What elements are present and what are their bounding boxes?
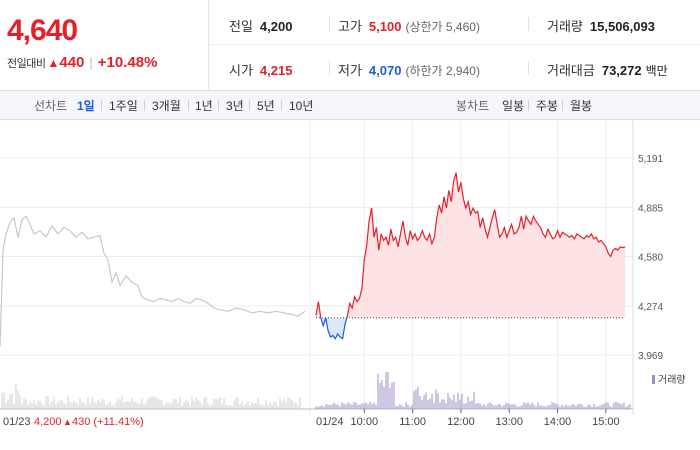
volume-legend: 거래량 bbox=[658, 374, 686, 386]
y-tick-label: 4,885 bbox=[638, 203, 663, 214]
divider bbox=[528, 17, 529, 31]
prev-day-date: 01/23 bbox=[3, 416, 31, 428]
today-date: 01/24 bbox=[316, 416, 344, 428]
candle-chart-label: 봉차트 bbox=[456, 99, 490, 113]
divider bbox=[528, 100, 529, 111]
volume-label: 거래량 bbox=[547, 19, 583, 34]
y-tick-label: 3,969 bbox=[638, 351, 663, 362]
tab-1w[interactable]: 1주일 bbox=[109, 99, 138, 113]
y-tick-label: 5,191 bbox=[638, 154, 663, 165]
x-tick-label: 15:00 bbox=[592, 416, 620, 428]
change-percent: +10.48% bbox=[97, 54, 158, 71]
divider bbox=[249, 100, 250, 111]
divider bbox=[188, 100, 189, 111]
low-value: 4,070 bbox=[368, 63, 402, 78]
line-chart-label: 선차트 bbox=[34, 99, 68, 113]
divider bbox=[329, 61, 330, 75]
low-label: 저가 bbox=[338, 63, 362, 78]
tab-10y[interactable]: 10년 bbox=[289, 99, 314, 113]
x-tick-label: 14:00 bbox=[544, 416, 572, 428]
tab-5y[interactable]: 5년 bbox=[257, 99, 275, 113]
amount-value: 73,272 bbox=[601, 63, 642, 78]
amount-unit: 백만 bbox=[645, 64, 668, 78]
prev-day-line bbox=[0, 215, 306, 347]
prev-day-change: 430 (+11.41%) bbox=[72, 416, 144, 428]
divider bbox=[144, 100, 145, 111]
current-price: 4,640 bbox=[7, 14, 78, 47]
prev-close-value: 4,200 bbox=[259, 19, 293, 34]
divider bbox=[562, 100, 563, 111]
divider: | bbox=[89, 55, 93, 70]
divider bbox=[528, 61, 529, 75]
x-tick-label: 13:00 bbox=[495, 416, 523, 428]
tab-monthly[interactable]: 월봉 bbox=[570, 99, 593, 113]
amount-label: 거래대금 bbox=[547, 63, 595, 78]
tab-3m[interactable]: 3개월 bbox=[152, 99, 181, 113]
prev-close-label: 전일 bbox=[229, 19, 253, 34]
tab-weekly[interactable]: 주봉 bbox=[536, 99, 559, 113]
y-tick-label: 4,580 bbox=[638, 253, 663, 264]
up-arrow-icon: ▲ bbox=[47, 56, 60, 70]
trade-amount: 거래대금 73,272 백만 bbox=[547, 60, 668, 79]
x-tick-label: 11:00 bbox=[399, 416, 426, 428]
day-high: 고가 5,100 (상한가 5,460) bbox=[338, 16, 480, 35]
lower-limit: (하한가 2,940) bbox=[405, 64, 480, 78]
price-box: 4,640 전일대비 ▲440 | +10.48% bbox=[0, 0, 209, 90]
volume-layer bbox=[0, 372, 633, 410]
high-label: 고가 bbox=[338, 19, 362, 34]
today-line-up bbox=[315, 172, 626, 318]
y-axis: 5,191 4,885 4,580 4,274 3,969 bbox=[638, 154, 663, 362]
prev-day-layer bbox=[0, 215, 306, 347]
x-tick-label: 10:00 bbox=[351, 416, 379, 428]
quote-summary: 4,640 전일대비 ▲440 | +10.48% 전일 4,200 고가 5,100 (상… bbox=[0, 0, 700, 91]
tab-1y[interactable]: 1년 bbox=[195, 99, 213, 113]
today-layer bbox=[315, 172, 626, 340]
tab-3y[interactable]: 3년 bbox=[226, 99, 244, 113]
y-tick-label: 4,274 bbox=[638, 302, 663, 313]
open-label: 시가 bbox=[229, 63, 253, 78]
divider bbox=[218, 100, 219, 111]
price-chart: 5,191 4,885 4,580 4,274 3,969 10:00 11:00 12:0… bbox=[0, 120, 686, 428]
change-label: 전일대비 bbox=[7, 58, 46, 70]
chart-tabs: 선차트 1일 1주일 3개월 1년 3년 5년 10년 봉차트 일봉 주봉 월봉 bbox=[0, 91, 700, 120]
up-arrow-icon: ▲ bbox=[63, 417, 72, 427]
change-value: 440 bbox=[59, 54, 85, 71]
volume-legend-swatch bbox=[652, 375, 655, 384]
volume: 거래량 15,506,093 bbox=[547, 16, 655, 35]
volume-value: 15,506,093 bbox=[589, 19, 655, 34]
divider bbox=[281, 100, 282, 111]
x-tick-label: 12:00 bbox=[447, 416, 475, 428]
divider bbox=[329, 17, 330, 31]
open-value: 4,215 bbox=[259, 63, 293, 78]
divider bbox=[101, 100, 102, 111]
open-price: 시가 4,215 bbox=[229, 60, 292, 79]
x-axis: 10:00 11:00 12:00 13:00 14:00 15:00 bbox=[351, 409, 620, 428]
tab-1d[interactable]: 1일 bbox=[77, 99, 95, 113]
day-low: 저가 4,070 (하한가 2,940) bbox=[338, 60, 480, 79]
tab-daily[interactable]: 일봉 bbox=[502, 99, 525, 113]
prev-close: 전일 4,200 bbox=[229, 16, 292, 35]
high-value: 5,100 bbox=[368, 19, 402, 34]
upper-limit: (상한가 5,460) bbox=[405, 20, 480, 34]
row-divider bbox=[209, 44, 700, 45]
change-row: 전일대비 ▲440 | +10.48% bbox=[7, 54, 157, 71]
prev-day-close: 4,200 bbox=[34, 416, 62, 428]
up-area bbox=[316, 172, 626, 318]
